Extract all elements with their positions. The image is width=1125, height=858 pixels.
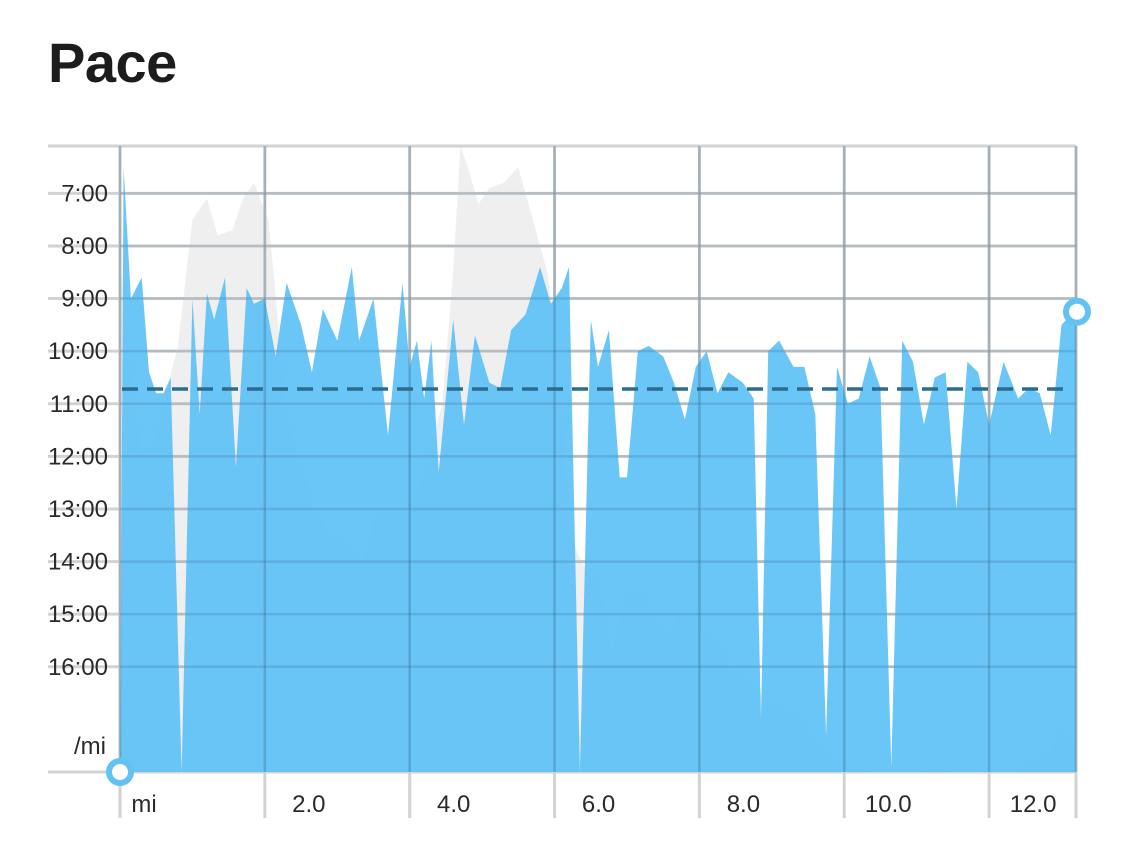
- range-markers: [106, 297, 1091, 786]
- y-tick-label: 8:00: [61, 233, 108, 260]
- y-axis-tick-labels: 7:00 8:00 9:00 10:00 11:00 12:00 13:00 14:00 15:…: [48, 180, 108, 680]
- y-tick-label: 15:00: [48, 601, 108, 628]
- y-tick-label: 10:00: [48, 338, 108, 365]
- x-axis-tick-labels: mi 2.0 4.0 6.0 8.0 10.0 12.0: [131, 791, 1056, 818]
- vertical-grid-overlay: [118, 146, 1078, 772]
- x-tick-label: 10.0: [865, 791, 912, 818]
- y-tick-label: 14:00: [48, 549, 108, 576]
- x-tick-label: 8.0: [727, 791, 760, 818]
- pace-area: [120, 167, 1076, 772]
- y-tick-label: 11:00: [50, 391, 108, 418]
- end-marker: [1063, 297, 1091, 326]
- y-tick-label: 7:00: [61, 180, 108, 207]
- start-marker: [106, 758, 134, 786]
- x-tick-label: 6.0: [582, 791, 615, 818]
- chart-title: Pace: [48, 31, 177, 94]
- y-tick-label: 13:00: [48, 496, 108, 523]
- x-tick-label: 12.0: [1010, 791, 1057, 818]
- y-tick-label: 16:00: [48, 654, 108, 681]
- y-tick-label: 12:00: [48, 443, 108, 470]
- y-tick-label: 9:00: [61, 286, 108, 313]
- y-axis-unit-label: /mi: [74, 733, 106, 760]
- x-tick-label: 4.0: [437, 791, 470, 818]
- x-tick-label: mi: [131, 791, 156, 818]
- x-tick-label: 2.0: [292, 791, 325, 818]
